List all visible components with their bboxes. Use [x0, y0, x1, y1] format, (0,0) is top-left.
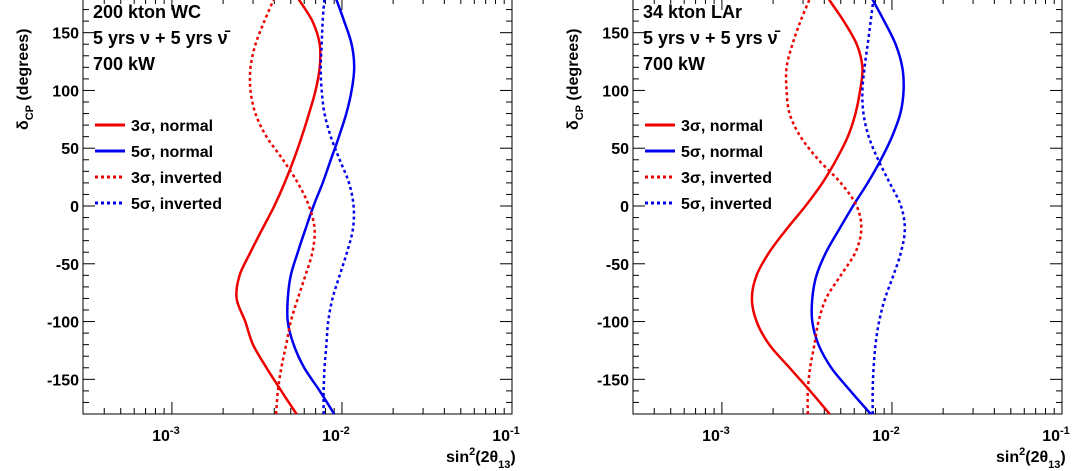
x-axis-label: sin2(2θ13) — [446, 446, 516, 471]
series-line — [285, 0, 356, 415]
y-axis-label: δCP (degrees) — [565, 29, 586, 130]
y-tick-label: 0 — [620, 199, 629, 216]
legend-label: 3σ, inverted — [131, 170, 222, 187]
series-line — [750, 0, 864, 415]
series-line — [319, 0, 356, 415]
chart-panel-2: -150 -100 -50 0 50 100 150 10-3 10-2 10-1sin2(2θ1… — [565, 0, 1070, 471]
y-tick-label: -100 — [47, 315, 79, 332]
series-line — [248, 0, 316, 415]
y-tick-label: -100 — [597, 315, 629, 332]
legend-label: 5σ, inverted — [131, 196, 222, 213]
annotation-line: 200 kton WC — [93, 2, 201, 22]
annotation-line: 5 yrs ν + 5 yrs ν̄ — [93, 28, 231, 48]
x-tick-label: 10-2 — [872, 425, 900, 445]
y-tick-label: -150 — [47, 372, 79, 389]
series-line — [235, 0, 322, 415]
annotation-line: 5 yrs ν + 5 yrs ν̄ — [643, 28, 781, 48]
annotation-line: 700 kW — [93, 54, 155, 74]
y-tick-label: 100 — [602, 83, 629, 100]
annotation-line: 700 kW — [643, 54, 705, 74]
legend-label: 3σ, normal — [681, 118, 763, 135]
legend-label: 3σ, normal — [131, 118, 213, 135]
x-tick-label: 10-1 — [492, 425, 520, 445]
chart-panel-1: -150 -100 -50 0 50 100 150 10-3 10-2 10-1sin2(2θ1… — [15, 0, 520, 471]
y-tick-label: 0 — [70, 199, 79, 216]
series-line — [861, 0, 907, 415]
x-axis-label: sin2(2θ13) — [996, 446, 1066, 471]
legend-label: 5σ, normal — [681, 144, 763, 161]
y-tick-label: 150 — [52, 26, 79, 43]
x-tick-label: 10-3 — [702, 425, 730, 445]
y-tick-label: -50 — [56, 257, 79, 274]
y-tick-label: 150 — [602, 26, 629, 43]
y-tick-label: -50 — [606, 257, 629, 274]
y-tick-label: 50 — [61, 141, 79, 158]
x-tick-label: 10-3 — [152, 425, 180, 445]
series-line — [810, 0, 905, 415]
legend-label: 5σ, normal — [131, 144, 213, 161]
x-tick-label: 10-2 — [322, 425, 350, 445]
y-tick-label: -150 — [597, 372, 629, 389]
x-tick-label: 10-1 — [1042, 425, 1070, 445]
y-tick-label: 100 — [52, 83, 79, 100]
legend-label: 3σ, inverted — [681, 170, 772, 187]
series-line — [784, 0, 863, 415]
annotation-line: 34 kton LAr — [643, 2, 742, 22]
y-tick-label: 50 — [611, 141, 629, 158]
legend-label: 5σ, inverted — [681, 196, 772, 213]
y-axis-label: δCP (degrees) — [15, 29, 36, 130]
